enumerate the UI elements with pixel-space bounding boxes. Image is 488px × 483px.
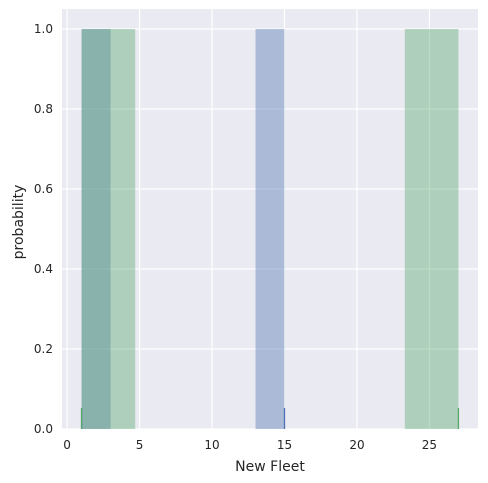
x-tick-label: 5 xyxy=(136,438,144,452)
x-tick-label: 25 xyxy=(422,438,437,452)
bar-green xyxy=(404,29,459,429)
x-tick-label: 15 xyxy=(277,438,292,452)
bar-green xyxy=(81,29,136,429)
y-tick-label: 0.6 xyxy=(34,182,53,196)
y-tick-label: 1.0 xyxy=(34,22,53,36)
x-axis-label: New Fleet xyxy=(235,459,305,475)
grid xyxy=(62,9,478,430)
x-tick-labels: 0 5 10 15 20 25 xyxy=(63,438,437,452)
y-tick-label: 0.0 xyxy=(34,422,53,436)
plot-background xyxy=(62,9,478,429)
bars xyxy=(81,29,459,429)
rug-marks xyxy=(80,408,460,429)
y-tick-label: 0.8 xyxy=(34,102,53,116)
bar-blue xyxy=(81,29,111,429)
y-axis-label: probability xyxy=(11,185,27,260)
x-tick-label: 0 xyxy=(63,438,71,452)
y-tick-labels: 0.0 0.2 0.4 0.6 0.8 1.0 xyxy=(34,22,53,436)
x-tick-label: 10 xyxy=(204,438,219,452)
y-tick-label: 0.4 xyxy=(34,262,53,276)
bar-blue xyxy=(255,29,285,429)
x-tick-label: 20 xyxy=(349,438,364,452)
y-tick-label: 0.2 xyxy=(34,342,53,356)
